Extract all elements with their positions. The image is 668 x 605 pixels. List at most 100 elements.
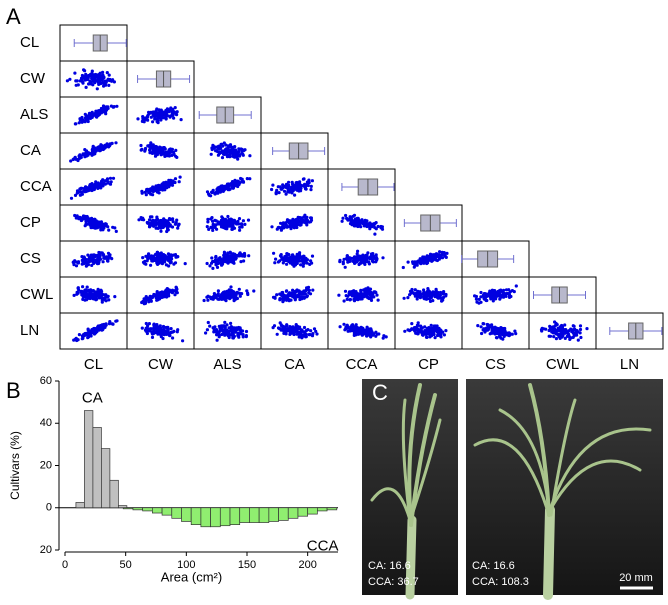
scatter-dot: [94, 221, 98, 225]
scatter-dot: [154, 147, 158, 152]
scatter-dot: [401, 265, 405, 270]
scatter-dot: [364, 253, 368, 257]
scatter-dot: [157, 187, 161, 192]
scatter-dot: [167, 217, 172, 221]
scatter-dot: [286, 187, 290, 191]
scatter-dot: [211, 223, 215, 227]
scatter-dot: [482, 292, 486, 296]
scatter-dot: [210, 226, 215, 230]
scatter-dot: [210, 261, 214, 265]
scatter-dot: [365, 219, 369, 223]
scatter-dot: [232, 218, 236, 222]
scatter-dot: [231, 182, 235, 186]
scatter-dot: [346, 329, 350, 333]
row-label: CP: [20, 214, 41, 231]
scatter-dot: [500, 332, 504, 336]
scatter-dot: [206, 320, 210, 325]
scatter-dot: [342, 322, 346, 326]
scatter-dot: [235, 290, 239, 294]
scatter-dot: [82, 186, 87, 190]
scatter-dot: [237, 217, 242, 221]
scatter-dot: [76, 260, 81, 264]
scatter-dot: [294, 221, 298, 225]
scatter-dot: [243, 148, 247, 152]
scatter-dot: [141, 256, 145, 260]
scatter-dot: [152, 219, 157, 223]
scatter-dot: [102, 147, 106, 151]
scatter-dot: [141, 299, 145, 303]
scatter-dot: [213, 218, 217, 222]
scatter-dot: [76, 286, 80, 290]
scatter-dot: [291, 325, 295, 329]
scatter-matrix: CL CL CW CW ALS ALS CA CA CCA CCA CP CP CS CS CWL CWL LN…: [20, 24, 664, 373]
scatter-dot: [477, 297, 481, 301]
scatter-dot: [170, 153, 174, 157]
scatter-dot: [422, 255, 426, 259]
scatter-dot: [71, 260, 75, 264]
scatter-dot: [284, 185, 288, 189]
scatter-dot: [292, 226, 296, 230]
scatter-dot: [227, 188, 231, 192]
scatter-dot: [368, 329, 372, 333]
scatter-dot: [170, 150, 174, 154]
scatter-dot: [292, 184, 296, 188]
scatter-dot: [430, 256, 434, 260]
scatter-dot: [502, 334, 506, 338]
scatter-dot: [299, 295, 303, 299]
scatter-dot: [161, 184, 165, 188]
scatter-dot: [86, 332, 90, 336]
scatter-dot: [246, 218, 251, 222]
scatter-dot: [273, 261, 277, 265]
scatter-dot: [418, 257, 422, 261]
scatter-dot: [506, 331, 510, 335]
scatter-dot: [410, 322, 414, 326]
scatter-dot: [221, 144, 225, 148]
scatter-dot: [552, 335, 556, 339]
bar: [200, 507, 211, 528]
scatter-dot: [304, 335, 308, 339]
scatter-dot: [342, 257, 346, 261]
scatter-dot: [368, 334, 372, 338]
scatter-dot: [372, 295, 376, 299]
scatter-dot: [363, 262, 367, 266]
scatter-dot: [427, 256, 431, 260]
scatter-dot: [245, 177, 249, 181]
scatter-dot: [219, 221, 223, 225]
scatter-dot: [338, 325, 342, 329]
scatter-dot: [540, 329, 544, 333]
scatter-dot: [295, 328, 299, 332]
scatter-dot: [434, 258, 438, 262]
scatter-dot: [305, 286, 309, 290]
scatter-dot: [434, 255, 438, 259]
bar: [239, 507, 250, 523]
scatter-dot: [87, 260, 91, 264]
scatter-dot: [89, 291, 93, 295]
scatter-dot: [366, 290, 370, 294]
scatter-dot: [86, 253, 90, 257]
scatter-dot: [366, 256, 370, 260]
scatter-dot: [102, 75, 106, 80]
scatter-dot: [418, 290, 422, 295]
scatter-dot: [100, 107, 104, 111]
scatter-dot: [578, 324, 583, 328]
scatter-dot: [338, 260, 342, 264]
scatter-dot: [310, 334, 315, 338]
scatter-dot: [555, 323, 559, 327]
scatter-dot: [94, 328, 98, 332]
scatter-dot: [175, 255, 179, 259]
plant: [370, 383, 652, 600]
scatter-dot: [83, 256, 87, 260]
scatter-dot: [359, 288, 363, 292]
scatter-dot: [403, 329, 407, 333]
scatter-dot: [302, 325, 307, 330]
scatter-dot: [304, 216, 308, 220]
scatter-dot: [105, 177, 110, 181]
scatter-dot: [73, 122, 77, 126]
scatter-dot: [159, 335, 163, 339]
scatter-dot: [341, 260, 345, 264]
scatter-dot: [314, 329, 318, 333]
scatter-dot: [107, 73, 111, 77]
scatter-dot: [86, 216, 90, 220]
scatter-dot: [411, 327, 415, 331]
scatter-dot: [170, 291, 174, 295]
